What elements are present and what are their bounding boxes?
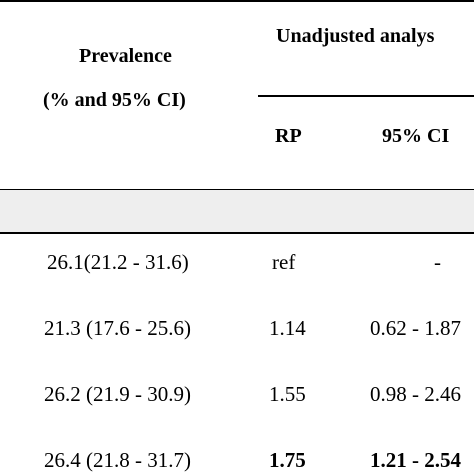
rp-header: RP xyxy=(275,125,302,147)
table-row-3-rp: 1.55 xyxy=(269,382,306,406)
table-row-3-ci: 0.98 - 2.46 xyxy=(370,382,461,406)
prevalence-header-line2: (% and 95% CI) xyxy=(43,89,186,111)
header-bottom-rule xyxy=(0,189,474,191)
table-row-4-rp: 1.75 xyxy=(269,448,306,472)
table-row-1-rp: ref xyxy=(272,250,296,274)
table-row-2-ci: 0.62 - 1.87 xyxy=(370,316,461,340)
ci-header: 95% CI xyxy=(382,125,450,147)
prevalence-header-line1: Prevalence xyxy=(79,45,172,67)
table-row-2-rp: 1.14 xyxy=(269,316,306,340)
band-bottom-rule xyxy=(0,232,474,234)
table-row-4-ci: 1.21 - 2.54 xyxy=(370,448,461,472)
table-row-2-prevalence: 21.3 (17.6 - 25.6) xyxy=(44,316,191,340)
unadjusted-analysis-header: Unadjusted analys xyxy=(276,25,435,47)
category-band xyxy=(0,190,474,232)
table-top-rule xyxy=(0,0,474,2)
group-header-rule xyxy=(258,95,474,97)
table-row-1-ci: - xyxy=(434,250,441,274)
table-row-3-prevalence: 26.2 (21.9 - 30.9) xyxy=(44,382,191,406)
table-row-4-prevalence: 26.4 (21.8 - 31.7) xyxy=(44,448,191,472)
table-row-1-prevalence: 26.1(21.2 - 31.6) xyxy=(47,250,189,274)
